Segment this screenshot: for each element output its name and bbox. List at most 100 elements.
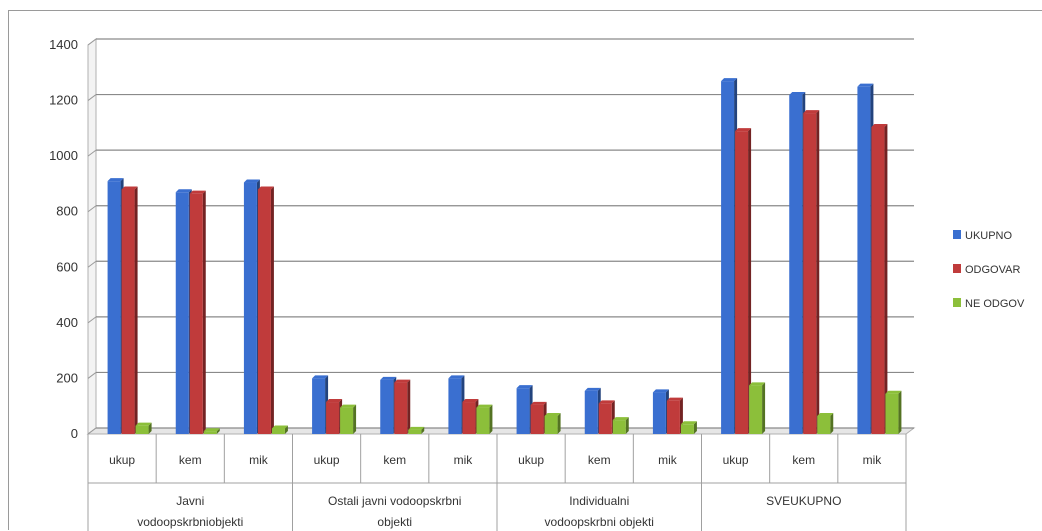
bar-side	[134, 186, 138, 434]
bar-ne-odgov	[135, 425, 149, 434]
x-category-label: kem	[179, 453, 202, 467]
bar-top	[530, 401, 547, 405]
bar-side	[830, 412, 834, 434]
legend-label: UKUPNO	[965, 230, 1013, 242]
bar-top	[612, 417, 629, 421]
group-label: SVEUKUPNO	[766, 494, 841, 508]
gridline-depth	[87, 427, 97, 435]
bar-top	[721, 78, 738, 82]
bar-side	[407, 379, 411, 434]
bar-odgovar	[530, 404, 544, 434]
bar-chart: 0 200 400 600 800 1000 1200 1400 ukup kem mik ukup k…	[49, 37, 1025, 531]
bar-ne-odgov	[817, 415, 831, 434]
gridline-depth	[87, 149, 97, 157]
bar-odgovar	[394, 382, 408, 434]
bar-side	[284, 425, 288, 434]
bar-side	[693, 421, 697, 434]
bar-top	[257, 186, 274, 190]
legend-label: ODGOVAR	[965, 264, 1020, 276]
x-category-label: kem	[383, 453, 406, 467]
x-category-label: ukup	[109, 453, 135, 467]
bar-top	[789, 92, 806, 96]
bar-odgovar	[257, 189, 271, 434]
bar-top	[871, 123, 888, 127]
bar-ne-odgov	[749, 385, 763, 434]
bar-odgovar	[189, 193, 203, 434]
bar-odgovar	[871, 126, 885, 434]
gridline-depth	[87, 205, 97, 213]
bar-side	[816, 110, 820, 434]
bar-top	[340, 404, 357, 408]
bar-odgovar	[666, 400, 680, 434]
bar-top	[680, 421, 697, 425]
bar-side	[202, 190, 206, 434]
x-category-label: ukup	[723, 453, 749, 467]
chart-frame: 0 200 400 600 800 1000 1200 1400 ukup kem mik ukup k…	[8, 10, 1042, 531]
bar-top	[803, 110, 820, 114]
bar-ne-odgov	[885, 393, 899, 434]
bar-ukupno	[312, 378, 326, 434]
bar-ne-odgov	[544, 415, 558, 434]
bar-odgovar	[598, 403, 612, 434]
bar-top	[408, 426, 425, 430]
bar-top	[652, 389, 669, 393]
bar-ne-odgov	[476, 407, 490, 434]
bar-ne-odgov	[408, 429, 422, 434]
group-label: objekti	[377, 515, 412, 529]
bar-top	[380, 376, 397, 380]
bar-top	[584, 387, 601, 391]
bar-top	[271, 425, 288, 429]
gridline-depth	[87, 260, 97, 268]
bar-top	[598, 400, 615, 404]
bar-side	[270, 186, 274, 434]
bar-side	[421, 426, 425, 434]
bar-ne-odgov	[680, 424, 694, 434]
bar-top	[749, 382, 766, 386]
bar-side	[748, 128, 752, 434]
bar-ukupno	[380, 379, 394, 434]
bar-top	[885, 390, 902, 394]
x-category-label: ukup	[518, 453, 544, 467]
bar-ne-odgov	[203, 431, 217, 434]
bar-ne-odgov	[271, 428, 285, 434]
bar-ukupno	[652, 392, 666, 434]
bar-odgovar	[326, 402, 340, 434]
group-label: Ostali javni vodoopskrbni	[328, 494, 461, 508]
bar-odgovar	[803, 113, 817, 434]
y-tick-label: 800	[56, 204, 78, 219]
group-label: vodoopskrbni objekti	[545, 515, 654, 529]
bar-ne-odgov	[612, 420, 626, 434]
y-tick-label: 1000	[49, 148, 78, 163]
legend-swatch	[953, 230, 961, 239]
x-category-label: ukup	[314, 453, 340, 467]
bar-top	[121, 186, 138, 190]
bar-top	[394, 379, 411, 383]
x-category-label: kem	[588, 453, 611, 467]
bar-side	[148, 422, 152, 434]
bar-top	[666, 397, 683, 401]
bar-ukupno	[721, 81, 735, 434]
legend-swatch	[953, 264, 961, 273]
legend-label: NE ODGOV	[965, 298, 1025, 310]
bar-top	[107, 178, 124, 182]
gridline-depth	[87, 38, 97, 46]
y-tick-label: 1200	[49, 93, 78, 108]
gridline-depth	[87, 94, 97, 101]
group-label: vodoopskrbniobjekti	[137, 515, 243, 529]
bar-top	[203, 428, 220, 432]
side-wall	[87, 38, 97, 435]
group-label: Javni	[176, 494, 204, 508]
group-label: Individualni	[569, 494, 629, 508]
bar-ukupno	[175, 192, 189, 434]
bar-side	[353, 404, 357, 434]
bar-ukupno	[107, 181, 121, 434]
bar-top	[516, 385, 533, 389]
y-tick-label: 400	[56, 315, 78, 330]
gridline-depth	[87, 372, 97, 379]
x-category-label: mik	[658, 453, 678, 467]
bar-ukupno	[857, 86, 871, 434]
bar-top	[135, 422, 152, 426]
y-tick-label: 0	[71, 426, 78, 441]
bar-top	[175, 189, 192, 193]
y-tick-label: 1400	[49, 37, 78, 52]
